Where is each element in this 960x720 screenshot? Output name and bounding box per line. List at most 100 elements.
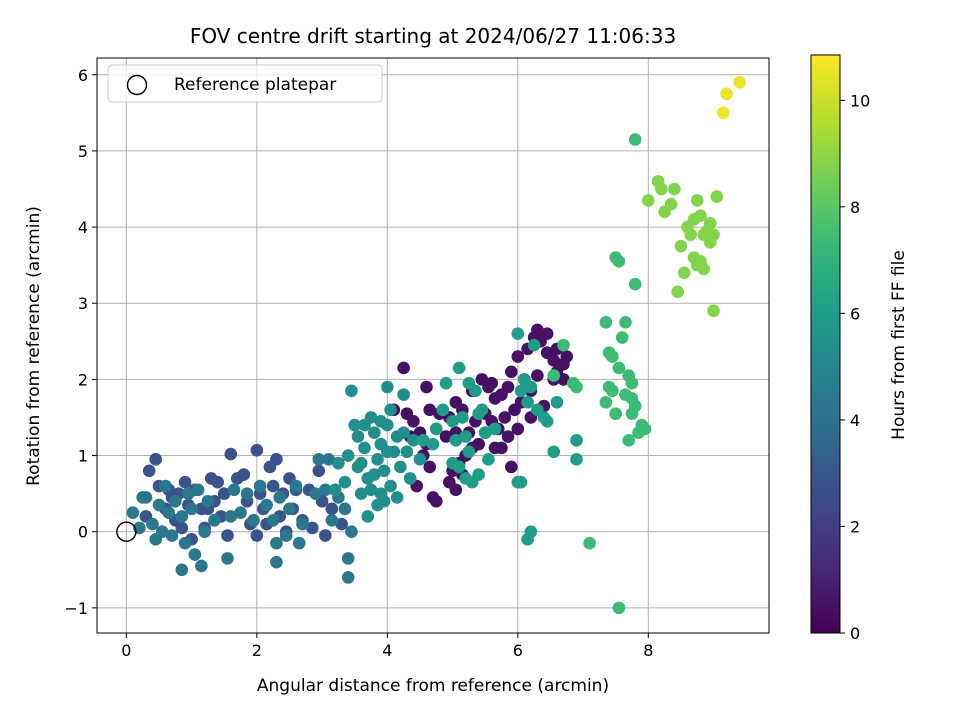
scatter-point xyxy=(292,536,306,550)
colorbar-tick-label: 6 xyxy=(850,304,860,323)
scatter-point xyxy=(384,479,397,493)
scatter-point xyxy=(351,430,365,443)
x-axis-ticks: 0 2 4 6 8 xyxy=(121,633,653,660)
scatter-point xyxy=(671,285,684,299)
scatter-point xyxy=(511,422,525,436)
scatter-point xyxy=(655,182,668,196)
scatter-point xyxy=(322,453,335,466)
scatter-point xyxy=(612,361,626,375)
scatter-point xyxy=(514,475,528,489)
scatter-point xyxy=(211,475,224,489)
scatter-point xyxy=(178,536,192,550)
scatter-point xyxy=(165,529,179,542)
scatter-point xyxy=(426,491,440,504)
scatter-point xyxy=(407,434,420,447)
scatter-point xyxy=(628,277,642,291)
scatter-point xyxy=(341,571,355,584)
scatter-point xyxy=(247,513,260,527)
scatter-point xyxy=(668,182,681,196)
scatter-point xyxy=(332,456,345,470)
scatter-point xyxy=(446,414,459,428)
scatter-point xyxy=(221,552,234,565)
scatter-point xyxy=(482,453,495,466)
y-tick-label: 4 xyxy=(78,218,88,237)
legend-entry-reference: Reference platepar xyxy=(174,75,336,95)
colorbar-tick-label: 10 xyxy=(850,91,870,110)
scatter-point xyxy=(397,361,410,375)
scatter-point xyxy=(234,506,247,519)
x-tick-label: 2 xyxy=(252,641,262,660)
scatter-point xyxy=(511,350,525,363)
scatter-point xyxy=(338,475,352,489)
x-tick-label: 8 xyxy=(643,641,653,660)
scatter-point xyxy=(325,513,339,527)
scatter-point xyxy=(475,403,489,417)
scatter-point xyxy=(622,434,636,447)
scatter-point xyxy=(155,525,169,539)
scatter-point xyxy=(358,441,371,455)
scatter-point xyxy=(384,403,397,417)
scatter-point xyxy=(733,76,746,89)
x-tick-label: 0 xyxy=(121,641,131,660)
scatter-point xyxy=(354,487,368,500)
scatter-point xyxy=(136,491,149,504)
scatter-point xyxy=(273,491,286,504)
scatter-point xyxy=(550,395,564,409)
scatter-point xyxy=(266,513,280,527)
scatter-point xyxy=(462,445,476,459)
scatter-point xyxy=(146,517,159,531)
scatter-point xyxy=(524,525,538,539)
scatter-point xyxy=(250,529,264,542)
scatter-point xyxy=(361,510,375,523)
scatter-point xyxy=(198,525,211,539)
x-tick-label: 6 xyxy=(513,641,523,660)
scatter-point xyxy=(642,194,655,207)
scatter-point xyxy=(664,197,678,211)
scatter-point xyxy=(557,338,570,352)
scatter-point xyxy=(162,506,176,519)
scatter-point xyxy=(381,445,394,459)
scatter-point xyxy=(540,327,554,340)
legend-box xyxy=(107,64,383,103)
scatter-point xyxy=(309,487,322,500)
scatter-point xyxy=(547,369,560,382)
scatter-point xyxy=(217,487,231,500)
scatter-point xyxy=(201,494,215,508)
scatter-point xyxy=(452,460,466,474)
scatter-point xyxy=(371,453,384,466)
scatter-point xyxy=(227,483,241,497)
scatter-point xyxy=(707,304,720,318)
scatter-point xyxy=(619,315,632,329)
scatter-point xyxy=(142,464,156,478)
scatter-point xyxy=(478,426,492,440)
scatter-point xyxy=(501,430,515,443)
scatter-point xyxy=(498,411,512,424)
scatter-point xyxy=(185,502,198,516)
scatter-point xyxy=(557,373,570,386)
scatter-point xyxy=(547,445,560,459)
scatter-point xyxy=(707,228,720,241)
scatter-point xyxy=(312,464,326,478)
y-axis-label: Rotation from reference (arcmin) xyxy=(24,206,44,486)
scatter-point xyxy=(488,422,502,436)
scatter-point xyxy=(328,483,342,497)
scatter-point xyxy=(377,464,391,478)
scatter-point xyxy=(221,529,234,542)
scatter-point xyxy=(531,369,544,382)
scatter-point xyxy=(283,502,296,516)
scatter-point xyxy=(570,434,583,447)
scatter-point xyxy=(407,414,420,428)
scatter-point xyxy=(485,376,499,390)
scatter-point xyxy=(279,529,293,542)
scatter-point xyxy=(260,498,273,512)
scatter-point xyxy=(126,506,140,519)
scatter-point xyxy=(188,548,202,561)
scatter-point xyxy=(296,517,309,531)
scatter-point xyxy=(191,483,205,497)
scatter-point xyxy=(495,441,508,455)
scatter-point xyxy=(638,422,652,436)
scatter-point xyxy=(439,376,453,390)
scatter-point xyxy=(612,601,626,615)
scatter-point xyxy=(524,380,538,394)
